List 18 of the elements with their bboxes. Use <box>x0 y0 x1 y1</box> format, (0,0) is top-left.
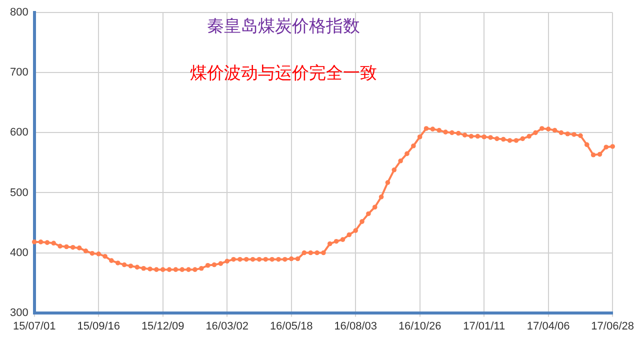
y-tick-label: 400 <box>10 246 28 259</box>
y-tick-label: 800 <box>10 6 28 19</box>
x-tick-label: 17/01/11 <box>463 320 506 332</box>
x-tick-label: 16/05/18 <box>270 320 313 332</box>
x-tick-label: 16/10/26 <box>398 320 442 332</box>
x-tick-label: 15/07/01 <box>12 320 56 332</box>
x-tick-label: 17/06/28 <box>591 320 634 332</box>
x-tick-label: 15/12/09 <box>141 320 184 332</box>
x-tick-label: 16/03/02 <box>206 320 249 332</box>
x-tick-label: 17/04/06 <box>526 320 570 332</box>
chart-title: 秦皇岛煤炭价格指数 <box>206 16 360 36</box>
y-tick-label: 500 <box>10 186 28 199</box>
x-tick-label: 16/08/03 <box>334 320 378 332</box>
y-tick-label: 600 <box>10 126 28 139</box>
y-tick-label: 700 <box>10 66 28 79</box>
y-tick-label: 300 <box>10 306 28 319</box>
annotation: 煤价波动与运价完全一致 <box>190 63 377 82</box>
x-tick-label: 15/09/16 <box>77 320 120 332</box>
